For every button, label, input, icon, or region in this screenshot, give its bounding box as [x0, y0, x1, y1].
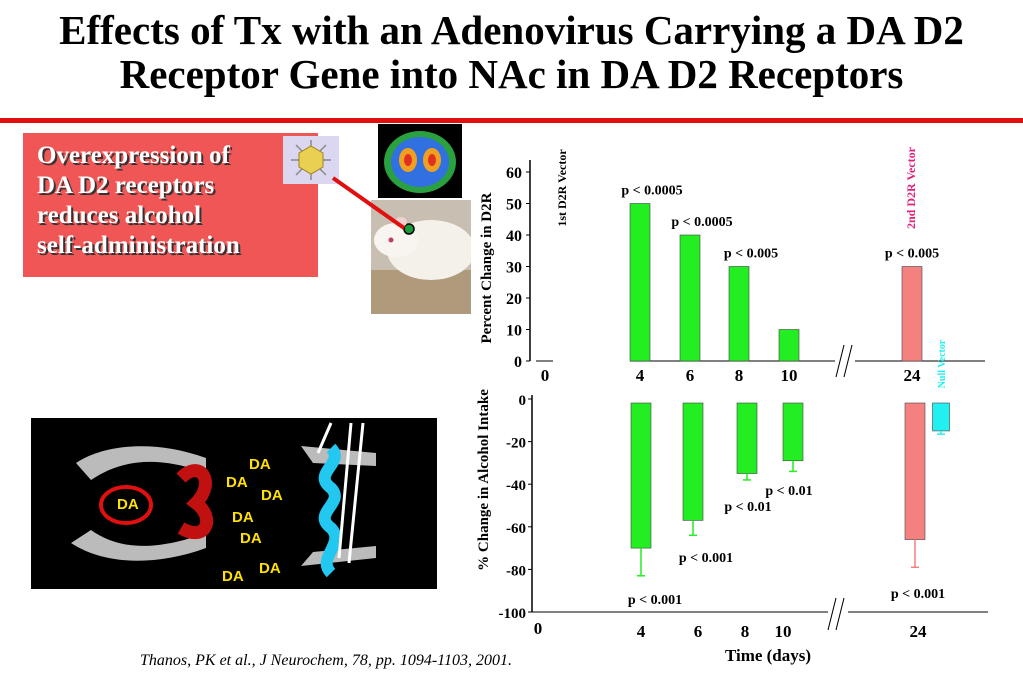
top-x-tick-label: 24	[904, 366, 922, 385]
top-bar	[901, 266, 923, 362]
bottom-y-axis-title: % Change in Alcohol Intake	[476, 389, 492, 571]
top-bar-label: p < 0.0005	[671, 215, 732, 230]
bottom-x-tick-label: 24	[910, 622, 928, 641]
top-bar-label: p < 0.0005	[621, 184, 682, 199]
bottom-bar	[782, 402, 804, 462]
top-y-tick-label: 60	[506, 165, 522, 182]
top-x-tick-label: 4	[636, 366, 645, 385]
top-bar	[728, 266, 750, 362]
brain-scan-image	[378, 124, 462, 198]
top-y-tick-label: 0	[514, 354, 522, 371]
bottom-y-tick-label: -100	[499, 606, 527, 622]
top-x-tick-label: 8	[735, 366, 744, 385]
top-y-axis-title: Percent Change in D2R	[479, 192, 495, 343]
title-line-1: Effects of Tx with an Adenovirus Carryin…	[59, 7, 964, 53]
bottom-bar	[736, 402, 758, 474]
bottom-x-tick-label: 4	[637, 622, 646, 641]
da-label: DA	[249, 456, 271, 473]
bottom-break-mark	[827, 597, 837, 631]
rat-photo	[371, 200, 471, 314]
bottom-y-tick-label: -60	[506, 521, 526, 537]
bottom-bar	[682, 402, 704, 521]
da-label: DA	[226, 474, 248, 491]
bottom-x-tick-label: 8	[741, 622, 750, 641]
da-label: DA	[232, 509, 254, 526]
top-y-tick-label: 10	[506, 323, 522, 340]
bottom-y-tick-label: -40	[506, 478, 526, 494]
top-bar	[778, 329, 800, 362]
top-y-tick-label: 50	[506, 197, 522, 214]
top-break-mark	[843, 344, 853, 378]
bottom-bar-label: p < 0.001	[628, 593, 682, 608]
callout-line: Overexpression of	[37, 142, 230, 169]
synapse-schematic	[31, 418, 437, 589]
bottom-bar	[904, 402, 926, 540]
bottom-y-tick-label: -20	[506, 436, 526, 452]
da-label: DA	[259, 560, 281, 577]
callout-text: Overexpression of DA D2 receptors reduce…	[37, 141, 307, 261]
top-break-mark	[835, 344, 845, 378]
bottom-x-tick-label: 6	[694, 622, 703, 641]
null-vector-label: Null Vector	[937, 339, 948, 388]
da-label: DA	[222, 568, 244, 585]
bottom-x-axis-title: Time (days)	[725, 646, 811, 665]
pointer-arrow	[331, 176, 406, 230]
callout-box: Overexpression of DA D2 receptors reduce…	[23, 133, 318, 277]
top-y-tick-label: 40	[506, 228, 522, 245]
top-bar-label: p < 0.005	[885, 247, 939, 262]
top-bar	[629, 203, 651, 362]
citation: Thanos, PK et al., J Neurochem, 78, pp. …	[140, 652, 512, 669]
annotation-2nd-vector: 2nd D2R Vector	[904, 146, 918, 229]
top-bar-label: p < 0.005	[724, 247, 778, 262]
top-y-tick-label: 30	[506, 260, 522, 277]
title-line-2: Receptor Gene into NAc in DA D2 Receptor…	[119, 51, 904, 97]
bottom-bar-label: p < 0.01	[765, 484, 812, 499]
bottom-x-tick-label: 0	[534, 619, 543, 638]
bottom-bar	[630, 402, 652, 549]
bottom-bar-label: p < 0.001	[891, 587, 945, 602]
title-divider	[0, 118, 1023, 123]
top-x-tick-label: 0	[541, 366, 550, 385]
bottom-bar	[932, 402, 950, 432]
top-x-tick-label: 6	[686, 366, 695, 385]
bottom-bar-label: p < 0.001	[679, 551, 733, 566]
bottom-y-tick-label: 0	[519, 393, 527, 409]
callout-line: reduces alcohol	[37, 202, 202, 229]
da-label: DA	[240, 530, 262, 547]
da-label: DA	[117, 496, 139, 513]
annotation-1st-vector: 1st D2R Vector	[555, 149, 569, 227]
bottom-x-tick-label: 10	[775, 622, 792, 641]
top-bar	[679, 234, 701, 362]
bottom-break-mark	[835, 597, 845, 631]
top-y-tick-label: 20	[506, 291, 522, 308]
slide-title: Effects of Tx with an Adenovirus Carryin…	[0, 8, 1023, 96]
top-x-tick-label: 10	[781, 366, 798, 385]
callout-line: self-administration	[37, 232, 240, 259]
adenovirus-icon	[283, 136, 339, 184]
bottom-y-tick-label: -80	[506, 563, 526, 579]
callout-line: DA D2 receptors	[37, 172, 215, 199]
bottom-bar-label: p < 0.01	[724, 500, 771, 515]
da-label: DA	[261, 487, 283, 504]
